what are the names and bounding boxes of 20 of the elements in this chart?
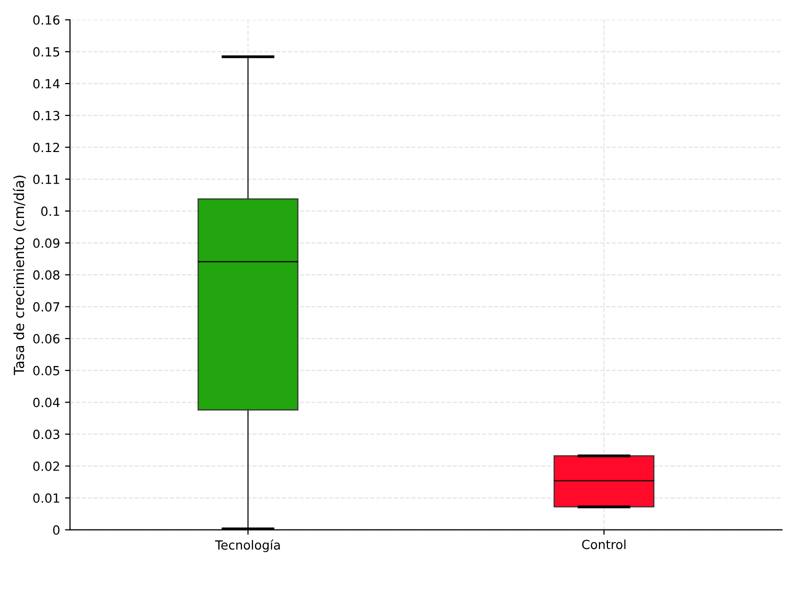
- y-tick-label: 0.11: [33, 174, 60, 184]
- y-tick-label: 0.02: [33, 462, 60, 471]
- y-tick-label: 0.01: [33, 493, 60, 503]
- y-axis-title: Tasa de crecimiento (cm/día): [12, 176, 26, 376]
- x-tick-label: Tecnología: [215, 540, 280, 552]
- y-tick-label: 0.04: [33, 398, 60, 408]
- x-tick-label: Control: [582, 540, 626, 550]
- y-tick-label: 0.08: [33, 270, 60, 280]
- y-tick-label: 0.12: [33, 142, 60, 152]
- y-tick-label: 0.09: [33, 238, 60, 248]
- y-tick-label: 0: [53, 525, 60, 535]
- y-tick-label: 0.05: [33, 366, 60, 376]
- y-tick-label: 0.06: [33, 334, 60, 344]
- y-tick-label: 0.15: [33, 47, 60, 57]
- y-tick-label: 0.14: [33, 79, 60, 88]
- y-tick-label: 0.07: [33, 302, 60, 312]
- y-tick-label: 0.1: [41, 206, 60, 216]
- y-tick-label: 0.16: [33, 15, 60, 25]
- y-tick-label: 0.13: [33, 110, 60, 120]
- y-tick-label: 0.03: [33, 430, 60, 440]
